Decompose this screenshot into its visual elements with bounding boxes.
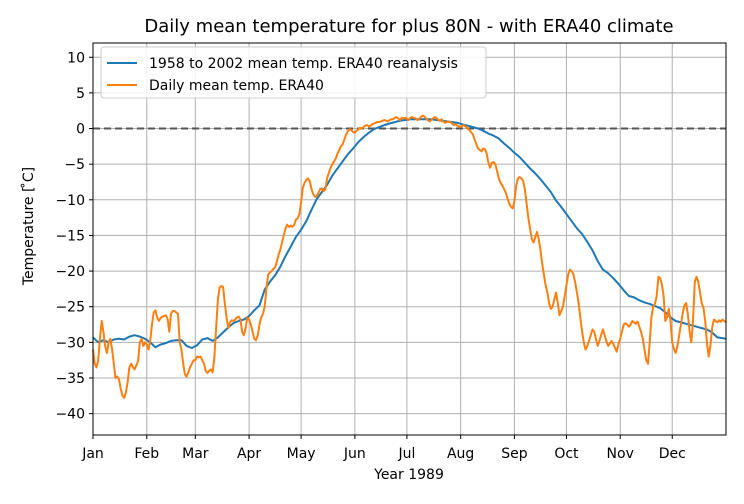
x-tick-label: May [287,446,316,462]
x-tick-label: Sep [501,446,528,462]
legend: 1958 to 2002 mean temp. ERA40 reanalysis… [100,46,487,99]
legend-box [100,46,487,99]
x-tick-label: Feb [134,446,159,462]
y-tick-label: 0 [76,122,85,138]
x-tick-label: Nov [607,446,634,462]
y-tick-label: 5 [76,86,85,102]
y-tick-label: −5 [64,157,85,173]
x-tick-label: Jun [343,446,366,462]
y-tick-label: −15 [55,228,85,244]
x-tick-label: Jan [81,446,104,462]
y-axis-ticks: 10 5 0 −5 −10 −15 −20 −25 −30 −35 −40 [55,50,93,423]
legend-label: 1958 to 2002 mean temp. ERA40 reanalysis [149,56,458,72]
legend-label: Daily mean temp. ERA40 [149,78,324,94]
chart-title: Daily mean temperature for plus 80N - wi… [144,16,673,37]
x-tick-label: Mar [182,446,209,462]
x-tick-label: Oct [554,446,579,462]
y-tick-label: −25 [55,300,85,316]
x-tick-label: Apr [237,446,261,462]
x-tick-label: Aug [447,446,474,462]
y-axis-label: Temperature [ ̊C] [20,167,37,286]
y-tick-label: −30 [55,335,85,351]
series-layer [92,114,727,399]
y-tick-label: −10 [55,193,85,209]
plot-frame [92,42,727,436]
x-axis-label: Year 1989 [373,467,444,483]
x-tick-label: Dec [659,446,686,462]
series-line-2 [92,114,727,399]
y-tick-label: −20 [55,264,85,280]
y-tick-label: −35 [55,371,85,387]
x-tick-label: Jul [397,446,415,462]
x-axis-ticks: Jan Feb Mar Apr May Jun Jul Aug Sep Oct Nov Dec [81,435,686,462]
y-tick-label: −40 [55,407,85,423]
y-tick-label: 10 [67,50,85,66]
